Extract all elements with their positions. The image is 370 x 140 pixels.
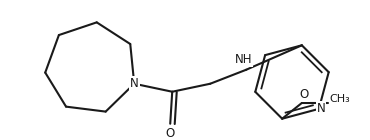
Text: O: O xyxy=(300,88,309,101)
Text: O: O xyxy=(166,127,175,140)
Text: O: O xyxy=(166,127,175,140)
Text: CH₃: CH₃ xyxy=(330,94,350,104)
Text: NH: NH xyxy=(235,53,252,66)
Text: CH₃: CH₃ xyxy=(330,94,350,104)
Text: O: O xyxy=(300,88,309,101)
Text: N: N xyxy=(130,77,139,90)
Text: N: N xyxy=(130,77,139,90)
Text: N: N xyxy=(316,102,325,115)
Text: NH: NH xyxy=(235,53,252,66)
Text: N: N xyxy=(316,102,325,115)
